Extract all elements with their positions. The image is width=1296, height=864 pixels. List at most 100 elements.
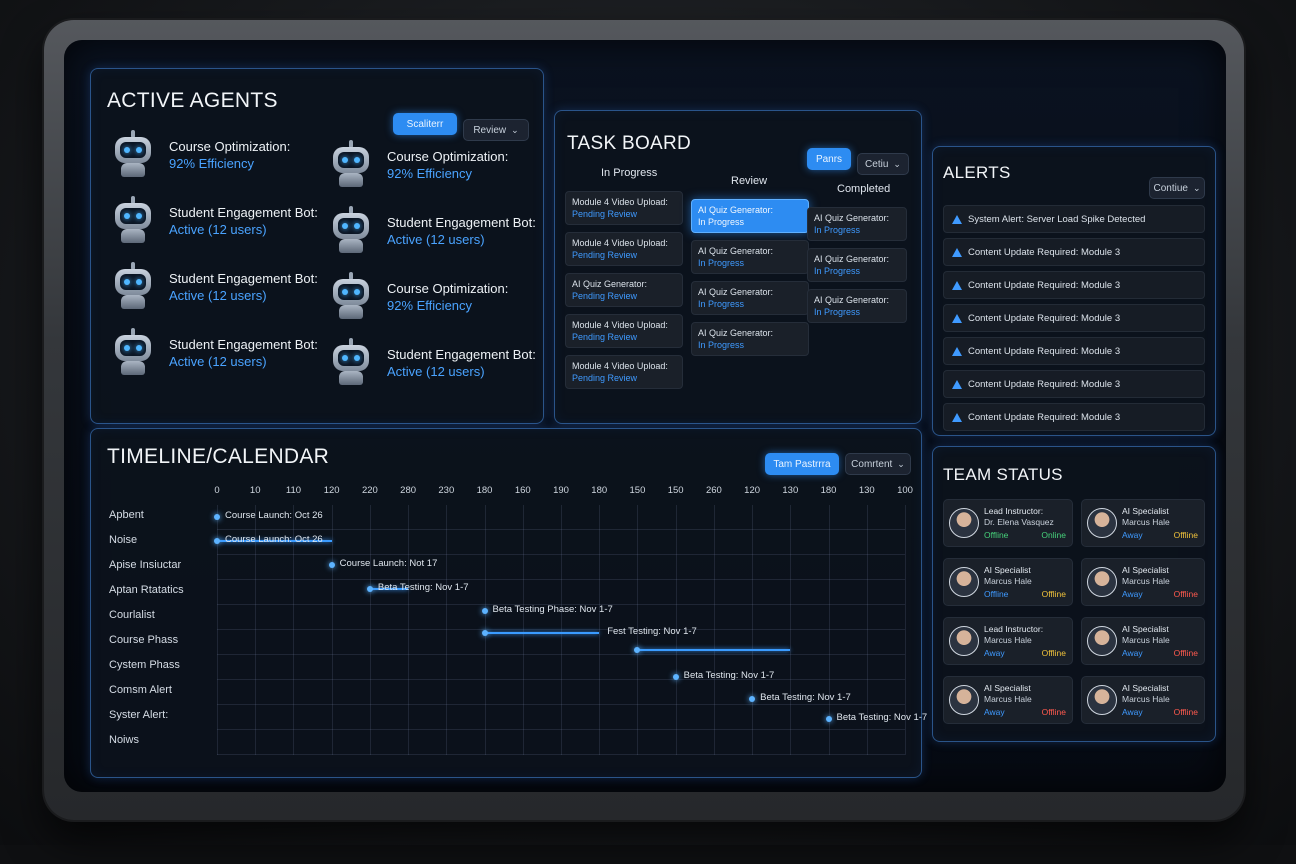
team-member-card[interactable]: AI Specialist Marcus Hale Away Offline xyxy=(1081,676,1205,724)
task-card[interactable]: Module 4 Video Upload: Pending Review xyxy=(565,232,683,266)
timeline-filter-dropdown[interactable]: Comrtent ⌄ xyxy=(845,453,911,475)
robot-body xyxy=(339,305,363,319)
member-status-badge: Offline xyxy=(1173,530,1198,540)
team-member-card[interactable]: AI Specialist Marcus Hale Away Offline xyxy=(943,676,1073,724)
team-member-card[interactable]: AI Specialist Marcus Hale Away Offline xyxy=(1081,499,1205,547)
robot-face xyxy=(338,218,364,234)
agent-status: 92% Efficiency xyxy=(387,166,473,181)
alert-item[interactable]: Content Update Required: Module 3 xyxy=(943,337,1205,365)
member-name: Marcus Hale xyxy=(984,576,1032,586)
task-card[interactable]: AI Quiz Generator: In Progress xyxy=(807,248,907,282)
timeline-event-label[interactable]: Course Launch: Oct 26 xyxy=(225,510,323,521)
timeline-gridline xyxy=(217,505,218,755)
timeline-tick-label: 150 xyxy=(629,485,646,496)
agent-item[interactable]: Course Optimization: 92% Efficiency xyxy=(325,271,508,323)
alert-item[interactable]: Content Update Required: Module 3 xyxy=(943,238,1205,266)
robot-avatar-icon xyxy=(107,261,159,313)
team-member-card[interactable]: Lead Instructor: Marcus Hale Away Offline xyxy=(943,617,1073,665)
team-member-card[interactable]: AI Specialist Marcus Hale Offline Offline xyxy=(943,558,1073,606)
task-card[interactable]: AI Quiz Generator: In Progress xyxy=(807,207,907,241)
alert-text: Content Update Required: Module 3 xyxy=(968,246,1121,258)
agent-name: Student Engagement Bot: xyxy=(169,337,318,352)
task-card[interactable]: AI Quiz Generator: In Progress xyxy=(691,240,809,274)
agent-item[interactable]: Student Engagement Bot: Active (12 users) xyxy=(325,205,536,257)
alert-item[interactable]: System Alert: Server Load Spike Detected xyxy=(943,205,1205,233)
timeline-tick-label: 100 xyxy=(897,485,913,496)
warning-icon xyxy=(952,214,962,224)
timeline-row-label: Syster Alert: xyxy=(109,709,169,721)
timeline-event-label[interactable]: Course Launch: Not 17 xyxy=(339,558,438,569)
timeline-marker[interactable] xyxy=(749,696,756,702)
member-role: AI Specialist xyxy=(1122,683,1169,693)
task-card-status: Pending Review xyxy=(572,209,638,219)
timeline-tick-label: 180 xyxy=(820,485,837,496)
task-card[interactable]: AI Quiz Generator: In Progress xyxy=(691,199,809,233)
agent-item[interactable]: Student Engagement Bot: Active (12 users) xyxy=(107,195,318,247)
agents-primary-button[interactable]: Scaliterr xyxy=(393,113,457,135)
agent-name: Course Optimization: xyxy=(387,149,509,164)
robot-face xyxy=(120,142,146,158)
timeline-marker[interactable] xyxy=(481,630,488,636)
team-member-card[interactable]: AI Specialist Marcus Hale Away Offline xyxy=(1081,617,1205,665)
timeline-event-label[interactable]: Course Launch: Oct 26 xyxy=(225,534,323,545)
task-card[interactable]: Module 4 Video Upload: Pending Review xyxy=(565,191,683,225)
alert-text: Content Update Required: Module 3 xyxy=(968,345,1121,357)
task-card-title: AI Quiz Generator: xyxy=(698,287,774,297)
agent-item[interactable]: Course Optimization: 92% Efficiency xyxy=(325,139,508,191)
task-card[interactable]: Module 4 Video Upload: Pending Review xyxy=(565,355,683,389)
timeline-marker[interactable] xyxy=(634,647,641,653)
timeline-event-label[interactable]: Beta Testing: Nov 1-7 xyxy=(683,670,775,681)
member-role: AI Specialist xyxy=(1122,624,1169,634)
timeline-marker[interactable] xyxy=(214,514,220,520)
agent-status: 92% Efficiency xyxy=(387,298,473,313)
timeline-event-label[interactable]: Beta Testing Phase: Nov 1-7 xyxy=(492,604,613,615)
alert-item[interactable]: Content Update Required: Module 3 xyxy=(943,271,1205,299)
timeline-marker[interactable] xyxy=(481,608,488,614)
chevron-down-icon: ⌄ xyxy=(897,458,905,469)
timeline-marker[interactable] xyxy=(366,586,373,592)
timeline-marker[interactable] xyxy=(214,538,220,544)
robot-avatar-icon xyxy=(325,139,377,191)
alerts-dropdown[interactable]: Contiue ⌄ xyxy=(1149,177,1205,199)
timeline-tick-label: 130 xyxy=(858,485,875,496)
timeline-event-label[interactable]: Fest Testing: Nov 1-7 xyxy=(607,626,697,637)
timeline-event-label[interactable]: Beta Testing: Nov 1-7 xyxy=(377,582,469,593)
alert-item[interactable]: Content Update Required: Module 3 xyxy=(943,304,1205,332)
timeline-marker[interactable] xyxy=(672,674,679,680)
alert-item[interactable]: Content Update Required: Module 3 xyxy=(943,370,1205,398)
agent-name: Course Optimization: xyxy=(169,139,291,154)
timeline-tick-label: 180 xyxy=(591,485,608,496)
timeline-primary-button[interactable]: Tam Pastrrra xyxy=(765,453,839,475)
alert-item[interactable]: Content Update Required: Module 3 xyxy=(943,403,1205,431)
robot-antenna xyxy=(131,262,135,270)
task-card[interactable]: AI Quiz Generator: In Progress xyxy=(691,281,809,315)
agent-status: Active (12 users) xyxy=(387,364,485,379)
task-card[interactable]: AI Quiz Generator: In Progress xyxy=(807,289,907,323)
timeline-marker[interactable] xyxy=(328,562,335,568)
agent-item[interactable]: Course Optimization: 92% Efficiency xyxy=(107,129,290,181)
timeline-event-label[interactable]: Beta Testing: Nov 1-7 xyxy=(836,712,928,723)
team-member-card[interactable]: AI Specialist Marcus Hale Away Offline xyxy=(1081,558,1205,606)
timeline-tick-label: 230 xyxy=(438,485,455,496)
member-status-badge: Offline xyxy=(1041,589,1066,599)
warning-icon xyxy=(952,313,962,323)
agent-item[interactable]: Student Engagement Bot: Active (12 users) xyxy=(107,327,318,379)
timeline-row-label: Aptan Rtatatics xyxy=(109,584,184,596)
team-member-card[interactable]: Lead Instructor: Dr. Elena Vasquez Offline… xyxy=(943,499,1073,547)
agent-item[interactable]: Student Engagement Bot: Active (12 users) xyxy=(325,337,536,389)
timeline-gridline xyxy=(790,505,792,755)
warning-icon xyxy=(952,280,962,290)
agent-name: Student Engagement Bot: xyxy=(387,215,536,230)
timeline-event-label[interactable]: Beta Testing: Nov 1-7 xyxy=(760,692,851,703)
agents-review-dropdown[interactable]: Review ⌄ xyxy=(463,119,529,141)
timeline-tick-label: 120 xyxy=(323,485,340,496)
task-card[interactable]: AI Quiz Generator: Pending Review xyxy=(565,273,683,307)
task-card[interactable]: Module 4 Video Upload: Pending Review xyxy=(565,314,683,348)
timeline-bar xyxy=(369,588,409,590)
agent-item[interactable]: Student Engagement Bot: Active (12 users) xyxy=(107,261,318,313)
task-card[interactable]: AI Quiz Generator: In Progress xyxy=(691,322,809,356)
task-filter-dropdown[interactable]: Cetiu ⌄ xyxy=(857,153,909,175)
robot-avatar-icon xyxy=(107,129,159,181)
timeline-marker[interactable] xyxy=(825,716,832,722)
task-primary-button[interactable]: Panrs xyxy=(807,148,851,170)
